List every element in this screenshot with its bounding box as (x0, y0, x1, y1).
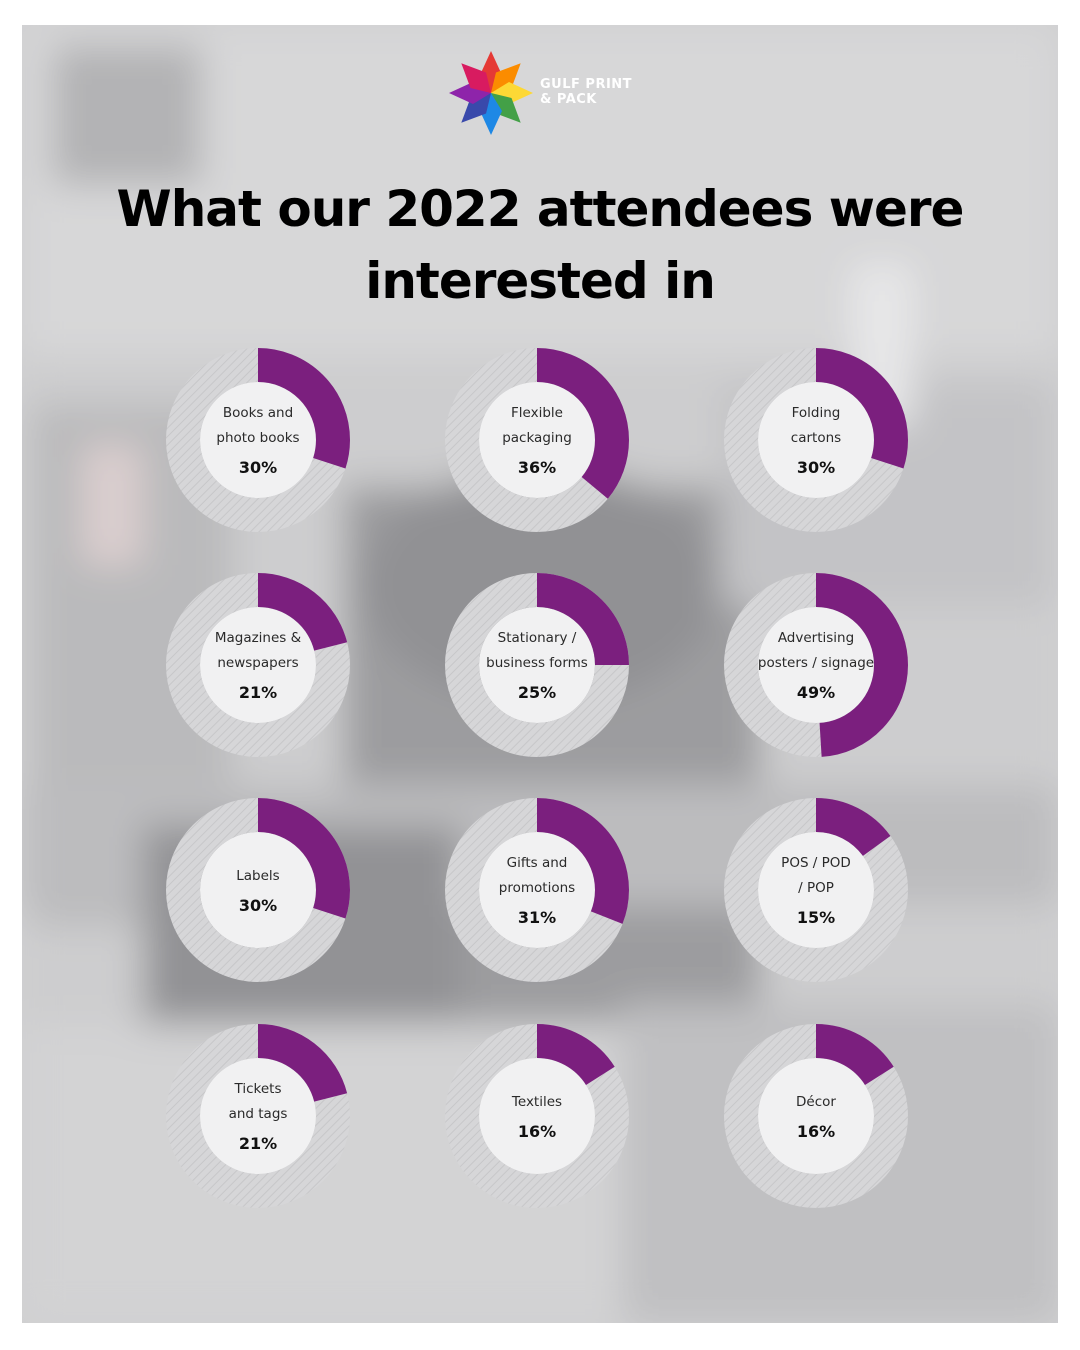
donut-label: Stationary / (497, 630, 577, 646)
title-line2: interested in (365, 252, 716, 310)
donut-label: cartons (790, 430, 842, 446)
donut-value-arc (724, 798, 908, 982)
donut-label: newspapers (217, 655, 299, 671)
donut-label: photo books (216, 430, 300, 446)
donut-chart: Folding cartons 30% (722, 346, 910, 534)
donut-label: and tags (228, 1106, 288, 1122)
donut-inner (200, 607, 316, 723)
donut-text: Gifts and promotions 31% (462, 815, 612, 965)
donut-chart: Advertising posters / signage 49% (722, 571, 910, 759)
donut-inner (479, 382, 595, 498)
logo-petal (491, 63, 521, 93)
donut-label: POS / POD (781, 855, 851, 871)
infographic-frame: GULF PRINT & PACK What our 2022 attendee… (22, 25, 1058, 1323)
donut-value-arc (445, 348, 629, 532)
donut-inner (479, 832, 595, 948)
donut-percentage: 16% (796, 1121, 836, 1141)
donut-value-arc (166, 573, 350, 757)
donut-value-arc (166, 798, 350, 982)
donut-inner (200, 1058, 316, 1174)
donut-percentage: 36% (517, 458, 557, 477)
donut-chart: Magazines & newspapers 21% (164, 571, 352, 759)
logo-text-line1: GULF PRINT (540, 77, 633, 92)
donut-chart: Gifts and promotions 31% (443, 796, 631, 984)
donut-percentage: 25% (517, 683, 557, 702)
donut-label: / POP (798, 880, 834, 896)
donut-text: Folding cartons 30% (741, 365, 891, 515)
donut-value-arc (724, 348, 908, 532)
donut-label: Tickets (234, 1081, 282, 1097)
donut-text: Stationary / business forms 25% (462, 590, 612, 740)
donut-chart: Tickets and tags 21% (164, 1022, 352, 1210)
donut-chart: POS / POD / POP 15% (722, 796, 910, 984)
gulf-print-pack-logo: GULF PRINT & PACK (446, 48, 636, 138)
donut-inner (758, 607, 874, 723)
donut-label: Textiles (511, 1093, 563, 1110)
donut-label: Gifts and (506, 855, 568, 871)
donut-value-arc (445, 1024, 629, 1208)
donut-label: posters / signage (757, 655, 875, 671)
donut-percentage: 15% (796, 908, 836, 927)
donut-label: Books and (222, 405, 294, 421)
donut-text: Books and photo books 30% (183, 365, 333, 515)
donut-value-arc (445, 798, 629, 982)
donut-inner (758, 832, 874, 948)
donut-inner (479, 1058, 595, 1174)
donut-label: Advertising (777, 630, 855, 646)
donut-text: Advertising posters / signage 49% (741, 590, 891, 740)
donut-inner (200, 832, 316, 948)
donut-value-arc (724, 573, 908, 757)
donut-text: Textiles 16% (462, 1041, 612, 1191)
donut-inner (758, 1058, 874, 1174)
logo-text-line2: & PACK (540, 92, 597, 107)
donut-label: business forms (486, 655, 588, 671)
donut-inner (200, 382, 316, 498)
donut-text: Tickets and tags 21% (183, 1041, 333, 1191)
donut-label: Flexible (511, 405, 563, 421)
donut-percentage: 21% (238, 1134, 278, 1153)
donut-percentage: 21% (238, 683, 278, 702)
donut-label: packaging (502, 430, 572, 446)
donut-text: POS / POD / POP 15% (741, 815, 891, 965)
donut-chart: Labels 30% (164, 796, 352, 984)
donut-percentage: 30% (238, 895, 278, 915)
donut-label: promotions (498, 880, 576, 896)
donut-value-arc (445, 573, 629, 757)
donut-percentage: 30% (796, 458, 836, 477)
star-logo-icon (449, 51, 533, 135)
donut-chart: Flexible packaging 36% (443, 346, 631, 534)
donut-percentage: 16% (517, 1121, 557, 1141)
donut-percentage: 31% (517, 908, 557, 927)
logo-petal (461, 63, 491, 93)
donut-label: Labels (236, 867, 280, 884)
page-title: What our 2022 attendees were interested … (22, 173, 1058, 317)
donut-label: Décor (796, 1093, 836, 1110)
donut-text: Flexible packaging 36% (462, 365, 612, 515)
donut-chart: Textiles 16% (443, 1022, 631, 1210)
donut-label: Folding (791, 405, 841, 421)
donut-percentage: 49% (796, 683, 836, 702)
donut-text: Magazines & newspapers 21% (183, 590, 333, 740)
donut-inner (479, 607, 595, 723)
donut-chart: Décor 16% (722, 1022, 910, 1210)
donut-label: Magazines & (214, 630, 302, 646)
donut-chart-grid: Books and photo books 30% Flexible packaging… (22, 25, 1058, 1323)
donut-percentage: 30% (238, 458, 278, 477)
donut-value-arc (166, 348, 350, 532)
donut-text: Labels 30% (183, 815, 333, 965)
donut-chart: Books and photo books 30% (164, 346, 352, 534)
donut-value-arc (724, 1024, 908, 1208)
title-line1: What our 2022 attendees were (116, 180, 965, 238)
logo-petal (491, 93, 521, 123)
logo-petal (461, 93, 491, 123)
donut-value-arc (166, 1024, 350, 1208)
donut-text: Décor 16% (741, 1041, 891, 1191)
donut-inner (758, 382, 874, 498)
donut-chart: Stationary / business forms 25% (443, 571, 631, 759)
